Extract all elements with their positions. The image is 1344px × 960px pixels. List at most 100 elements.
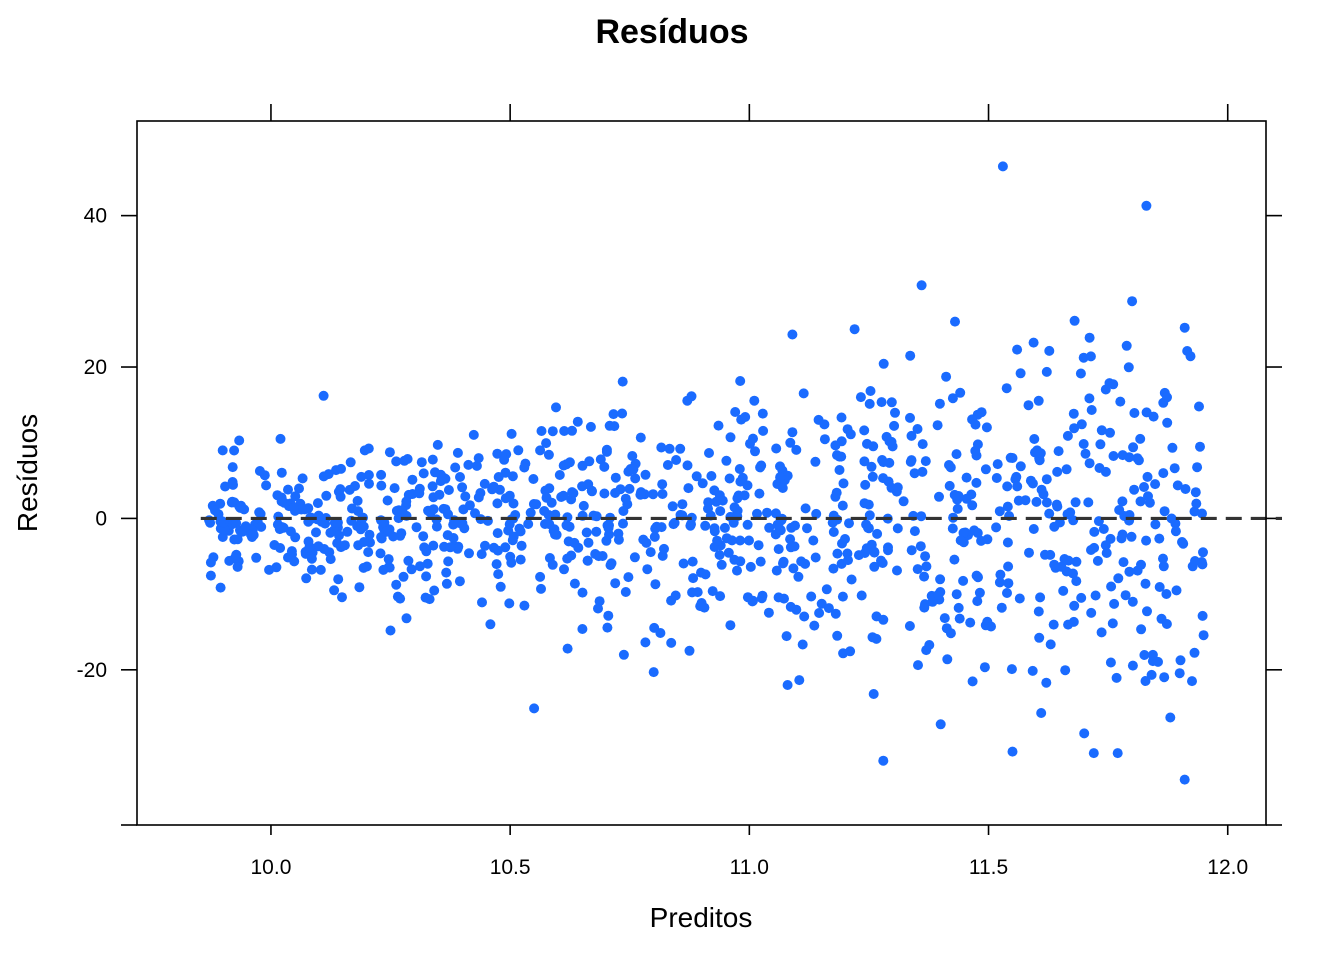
data-point [905, 412, 915, 423]
data-point [916, 280, 927, 291]
data-point [1027, 478, 1038, 489]
data-point [392, 591, 403, 602]
data-point [535, 445, 546, 456]
data-point [1049, 521, 1060, 532]
data-point [1068, 408, 1079, 419]
data-point [1089, 526, 1100, 537]
data-point [1158, 468, 1169, 479]
data-point [485, 619, 496, 630]
data-point [1127, 660, 1138, 671]
data-point [1012, 481, 1023, 492]
data-point [961, 472, 972, 483]
data-point [719, 522, 730, 533]
data-point [488, 542, 499, 553]
data-point [375, 548, 386, 559]
data-point [389, 483, 400, 494]
data-point [919, 602, 930, 613]
data-point [1170, 526, 1181, 537]
data-point [376, 532, 387, 542]
data-point [677, 499, 688, 510]
data-point [312, 498, 323, 509]
data-point [208, 552, 219, 563]
data-point [675, 443, 686, 454]
data-point [859, 456, 870, 467]
data-point [567, 425, 577, 436]
data-point [635, 489, 646, 500]
data-point [354, 582, 365, 593]
data-point [1144, 497, 1155, 508]
data-point [828, 527, 839, 537]
data-point [333, 574, 344, 585]
data-point [363, 443, 374, 454]
data-point [1141, 535, 1152, 546]
data-point [814, 608, 825, 618]
data-point [1095, 439, 1106, 450]
data-point [1175, 655, 1186, 666]
data-point [401, 496, 412, 507]
data-point [958, 527, 969, 538]
data-point [531, 499, 542, 510]
data-point [1076, 419, 1087, 430]
data-point [1169, 463, 1180, 474]
data-point [376, 515, 386, 526]
data-point [528, 474, 539, 484]
data-point [934, 398, 945, 409]
data-point [778, 558, 788, 569]
data-point [972, 439, 983, 450]
data-point [859, 498, 870, 509]
data-point [1052, 466, 1063, 477]
data-point [711, 496, 722, 507]
data-point [234, 435, 245, 446]
data-point [428, 504, 439, 515]
data-point [961, 493, 972, 504]
data-point [491, 559, 502, 570]
data-point [756, 593, 767, 604]
data-point [1058, 585, 1069, 596]
data-point [396, 528, 407, 539]
data-point [947, 523, 958, 534]
data-point [1104, 378, 1115, 389]
data-point [315, 564, 326, 575]
data-point [220, 481, 231, 492]
data-point [662, 460, 673, 470]
data-point [830, 440, 841, 451]
data-point [1094, 463, 1105, 473]
x-tick-label: 10.5 [490, 856, 531, 879]
data-point [785, 542, 796, 553]
data-point [787, 427, 798, 438]
data-point [916, 511, 927, 522]
data-point [516, 540, 527, 551]
data-point [800, 503, 811, 514]
data-point [862, 438, 872, 449]
data-point [288, 502, 299, 513]
data-point [856, 590, 867, 601]
data-point [939, 613, 950, 624]
data-point [1041, 497, 1052, 508]
data-point [967, 500, 978, 511]
data-point [562, 553, 573, 564]
data-point [1002, 501, 1013, 512]
data-point [864, 398, 875, 409]
data-point [757, 408, 768, 419]
data-point [1006, 664, 1017, 675]
data-point [303, 536, 314, 547]
data-point [955, 387, 966, 398]
data-point [986, 621, 996, 632]
data-point [863, 523, 874, 534]
data-point [1023, 400, 1034, 411]
data-point [536, 426, 547, 436]
data-point [450, 462, 461, 473]
data-point [944, 460, 954, 470]
data-point [773, 592, 784, 603]
data-point [935, 574, 946, 585]
data-point [411, 522, 422, 533]
data-point [629, 552, 640, 563]
data-point [277, 522, 288, 533]
data-point [1132, 565, 1143, 576]
data-point [1065, 507, 1076, 518]
data-point [992, 459, 1003, 470]
data-point [1115, 396, 1126, 407]
data-point [358, 521, 369, 532]
data-point [921, 561, 932, 572]
data-point [228, 479, 238, 490]
